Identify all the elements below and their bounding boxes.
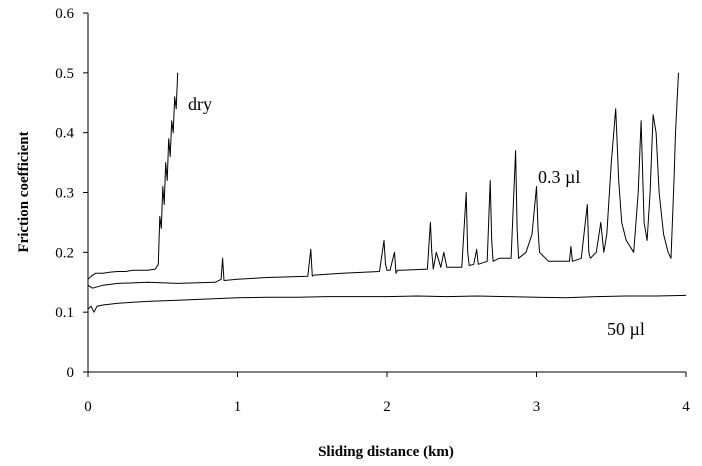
- x-tick-label: 0: [84, 399, 92, 415]
- series-line-0: [87, 72, 179, 280]
- plot-area: [87, 72, 687, 313]
- x-tick-label: 4: [682, 399, 690, 415]
- series-label-50ul: 50 µl: [607, 319, 645, 339]
- y-tick-label: 0: [67, 365, 75, 381]
- series-label-0-3ul: 0.3 µl: [538, 167, 580, 187]
- x-axis-title: Sliding distance (km): [318, 444, 454, 460]
- y-tick-label: 0.5: [55, 66, 74, 82]
- y-tick-label: 0.3: [55, 186, 74, 202]
- x-tick-label: 1: [234, 399, 242, 415]
- series-line-1: [87, 72, 679, 289]
- series-labels: dry 0.3 µl 50 µl: [188, 94, 645, 339]
- series-label-dry: dry: [188, 94, 212, 114]
- y-tick-label: 0.4: [55, 126, 74, 142]
- y-tick-label: 0.2: [55, 245, 74, 261]
- series-line-2: [87, 294, 687, 313]
- axes: 0 0.1 0.2 0.3 0.4 0.5 0.6 0 1 2 3 4: [55, 6, 690, 415]
- x-tick-label: 3: [533, 399, 541, 415]
- y-tick-label: 0.1: [55, 305, 74, 321]
- x-tick-label: 2: [383, 399, 391, 415]
- y-tick-label: 0.6: [55, 6, 74, 22]
- y-axis-title: Friction coefficient: [16, 131, 32, 252]
